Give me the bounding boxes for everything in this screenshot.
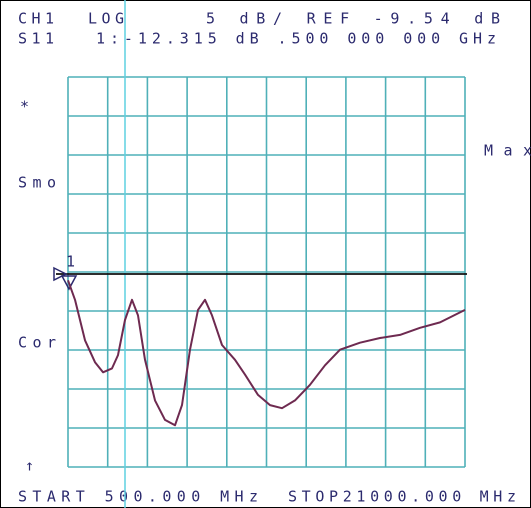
start-label: START 500.000 MHz <box>18 488 258 506</box>
parameter: S11 <box>18 30 54 48</box>
stop-label: STOP21000.000 MHz <box>288 488 516 506</box>
marker-readout: 1:-12.315 dB .500 000 000 GHz <box>96 30 496 48</box>
grid <box>67 76 466 468</box>
marker-label: 1 <box>66 253 75 271</box>
star: * <box>20 98 29 116</box>
format: LOG <box>88 10 124 28</box>
arrow: ↑ <box>25 457 34 475</box>
smo-label: Smo <box>18 174 56 192</box>
reference-pointer <box>53 266 68 282</box>
cor-label: Cor <box>18 334 56 352</box>
channel: CH1 <box>18 10 54 28</box>
trace <box>67 279 466 427</box>
max-label: Max <box>484 142 531 160</box>
marker-triangle <box>60 275 78 291</box>
